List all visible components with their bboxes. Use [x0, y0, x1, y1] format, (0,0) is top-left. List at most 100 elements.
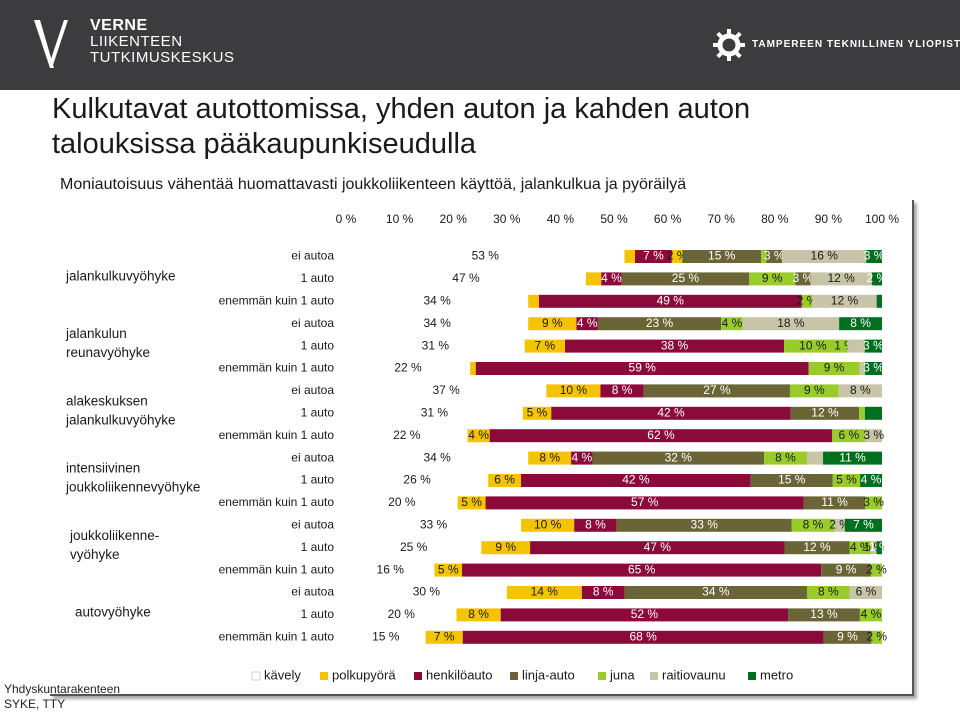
- bar-segment: [823, 630, 872, 644]
- bar-value-label: 11 %: [821, 495, 848, 509]
- bar-value-label: 8 %: [585, 517, 606, 531]
- bar-segment: [434, 563, 463, 577]
- bar-segment: [841, 339, 848, 353]
- row-label: enemmän kuin 1 auto: [219, 361, 335, 375]
- bar-value-label: 8 %: [468, 607, 489, 621]
- bar-segment: [871, 630, 882, 644]
- bar-segment: [346, 294, 529, 308]
- bar-segment: [546, 384, 601, 398]
- bar-value-label: 37 %: [432, 383, 460, 397]
- bar-segment: [467, 429, 490, 443]
- bar-segment: [522, 406, 552, 420]
- bar-segment: [581, 586, 625, 599]
- bar-segment: [528, 294, 539, 308]
- bar-segment: [481, 541, 531, 555]
- bar-segment: [346, 451, 529, 465]
- bar-segment: [346, 586, 507, 599]
- bar-segment: [839, 317, 882, 331]
- bar-segment: [791, 518, 835, 532]
- bar-segment: [524, 339, 566, 353]
- bar-segment: [742, 317, 840, 331]
- bar-value-label: 68 %: [630, 629, 658, 643]
- bar-segment: [624, 586, 807, 599]
- bar-segment: [832, 429, 866, 443]
- bar-value-label: 18 %: [777, 316, 805, 330]
- bar-value-label: 7 %: [534, 338, 555, 352]
- legend-swatch: [598, 672, 606, 680]
- bar-value-label: 38 %: [661, 338, 689, 352]
- x-tick-label: 30 %: [493, 212, 521, 226]
- bar-value-label: 5 %: [461, 495, 482, 509]
- bar-segment: [624, 250, 636, 263]
- bar-value-label: 34 %: [423, 450, 451, 464]
- bar-value-label: 15 %: [372, 629, 400, 643]
- bar-value-label: 3 %: [793, 271, 814, 285]
- bar-segment: [621, 272, 750, 286]
- bar-segment: [864, 339, 882, 353]
- bar-segment: [576, 317, 598, 331]
- bar-segment: [346, 541, 482, 555]
- group-label: joukkoliikenne-: [69, 528, 159, 543]
- x-tick-label: 20 %: [440, 212, 468, 226]
- x-tick-label: 60 %: [654, 212, 682, 226]
- legend-label: polkupyörä: [332, 667, 396, 682]
- bar-segment: [808, 362, 860, 375]
- bar-value-label: 42 %: [622, 473, 650, 487]
- bar-segment: [643, 384, 790, 398]
- row-label: ei autoa: [291, 316, 334, 330]
- bar-value-label: 23 %: [646, 316, 674, 330]
- row-label: enemmän kuin 1 auto: [219, 562, 335, 576]
- bar-value-label: 20 %: [388, 495, 416, 509]
- bar-segment: [803, 496, 866, 510]
- footer-line-2: SYKE, TTY: [4, 697, 66, 711]
- bar-segment: [788, 608, 860, 622]
- row-label: enemmän kuin 1 auto: [219, 629, 335, 643]
- bar-value-label: 3 %: [864, 249, 885, 263]
- bar-value-label: 9 %: [804, 383, 825, 397]
- bar-value-label: 13 %: [810, 607, 838, 621]
- bar-segment: [847, 339, 865, 353]
- bar-segment: [528, 317, 577, 331]
- bar-value-label: 12 %: [803, 540, 831, 554]
- bar-segment: [849, 586, 882, 599]
- bar-value-label: 7 %: [434, 629, 455, 643]
- bar-segment: [801, 294, 813, 308]
- bar-segment: [859, 406, 865, 420]
- slide-title: Kulkutavat autottomissa, yhden auton ja …: [52, 92, 750, 162]
- bar-value-label: 3 %: [863, 361, 884, 375]
- bar-segment: [485, 496, 804, 510]
- bar-segment: [470, 362, 476, 375]
- bar-value-label: 20 %: [388, 607, 416, 621]
- bar-segment: [789, 384, 839, 398]
- bar-segment: [538, 294, 802, 308]
- bar-value-label: 10 %: [560, 383, 588, 397]
- bar-segment: [346, 272, 586, 286]
- bar-value-label: 53 %: [472, 249, 500, 263]
- bar-value-label: 22 %: [393, 428, 421, 442]
- bar-value-label: 8 %: [775, 450, 796, 464]
- logo-line-1: VERNE: [90, 17, 148, 34]
- bar-segment: [346, 406, 523, 420]
- bar-segment: [859, 608, 882, 622]
- bar-value-label: 3 %: [863, 338, 884, 352]
- bar-value-label: 31 %: [422, 338, 450, 352]
- bar-segment: [346, 250, 625, 263]
- bar-value-label: 27 %: [703, 383, 731, 397]
- bar-value-label: 34 %: [423, 293, 451, 307]
- verne-v-icon: [34, 20, 68, 68]
- title-line-2: talouksissa pääkaupunkiseudulla: [52, 128, 477, 160]
- bar-segment: [806, 586, 850, 599]
- bar-segment: [528, 451, 572, 465]
- bar-segment: [810, 272, 872, 286]
- bar-segment: [488, 474, 522, 487]
- bar-value-label: 10 %: [534, 517, 562, 531]
- bar-segment: [866, 250, 882, 263]
- bar-value-label: 57 %: [631, 495, 659, 509]
- bar-value-label: 1 %: [869, 540, 890, 554]
- bar-segment: [346, 563, 435, 577]
- legend-swatch: [748, 672, 756, 680]
- bar-value-label: 62 %: [647, 428, 675, 442]
- logo-line-3: TUTKIMUSKESKUS: [90, 49, 235, 66]
- bar-segment: [530, 541, 785, 555]
- bar-segment: [671, 250, 683, 263]
